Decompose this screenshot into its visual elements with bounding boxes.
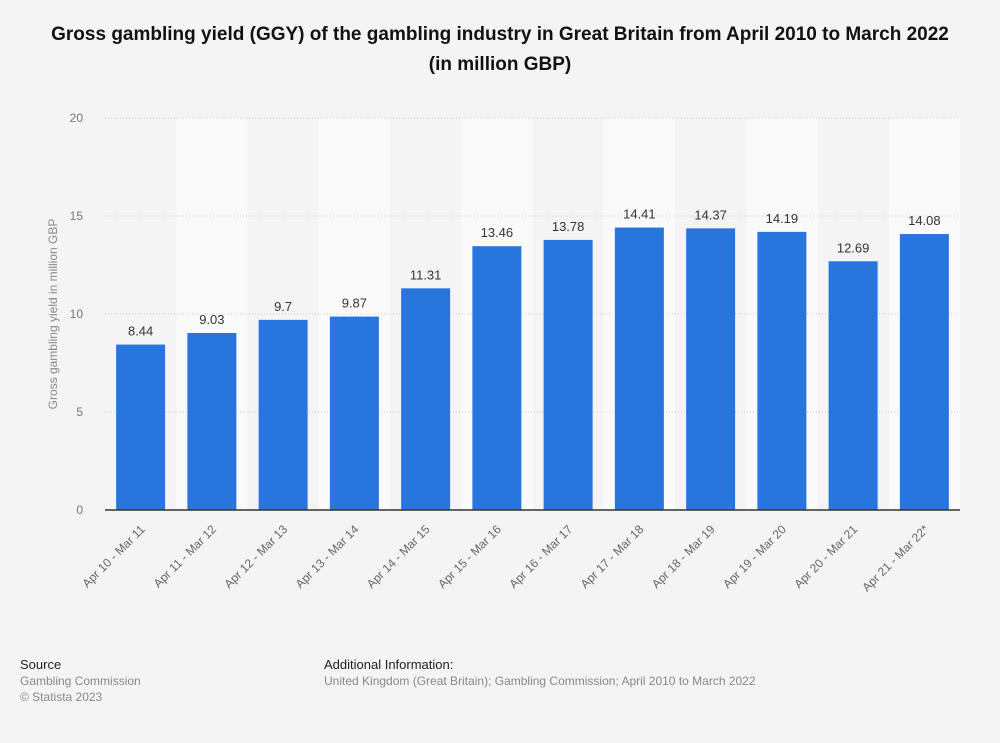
copyright: © Statista 2023: [20, 690, 103, 704]
y-tick-label: 20: [70, 111, 84, 125]
info-text: United Kingdom (Great Britain); Gambling…: [324, 674, 756, 688]
x-tick-label: Apr 19 - Mar 20: [720, 522, 789, 591]
source-block: Source Gambling Commission © Statista 20…: [20, 657, 141, 705]
bar[interactable]: [543, 239, 593, 511]
bar[interactable]: [116, 344, 166, 510]
x-tick-label: Apr 21 - Mar 22*: [859, 522, 931, 594]
y-tick-label: 5: [76, 405, 83, 419]
data-label: 12.69: [837, 240, 870, 255]
bar[interactable]: [686, 228, 736, 510]
bar[interactable]: [472, 246, 522, 510]
x-tick-label: Apr 12 - Mar 13: [221, 522, 290, 591]
additional-info-block: Additional Information: United Kingdom (…: [324, 657, 756, 689]
x-tick-label: Apr 13 - Mar 14: [293, 522, 362, 591]
bar[interactable]: [329, 316, 379, 510]
info-heading: Additional Information:: [324, 657, 454, 672]
data-label: 14.37: [694, 207, 727, 222]
data-label: 9.87: [342, 296, 367, 311]
source-heading: Source: [20, 657, 62, 672]
data-label: 9.7: [274, 299, 292, 314]
y-tick-label: 0: [76, 503, 83, 517]
bar[interactable]: [828, 261, 878, 510]
bar[interactable]: [614, 227, 664, 510]
y-axis-label: Gross gambling yield in million GBP: [46, 219, 60, 410]
data-label: 14.08: [908, 213, 941, 228]
x-tick-label: Apr 18 - Mar 19: [649, 522, 718, 591]
x-tick-label: Apr 14 - Mar 15: [364, 522, 433, 591]
bar[interactable]: [187, 333, 237, 510]
bar[interactable]: [899, 234, 949, 511]
x-tick-label: Apr 17 - Mar 18: [578, 522, 647, 591]
data-label: 8.44: [128, 324, 153, 339]
data-label: 13.46: [481, 225, 514, 240]
source-text[interactable]: Gambling Commission: [20, 674, 141, 688]
data-label: 14.41: [623, 207, 656, 222]
data-label: 14.19: [766, 211, 799, 226]
bar[interactable]: [401, 288, 451, 510]
x-tick-label: Apr 11 - Mar 12: [151, 522, 219, 590]
data-label: 13.78: [552, 219, 585, 234]
x-tick-label: Apr 15 - Mar 16: [435, 522, 504, 591]
bar[interactable]: [258, 319, 308, 510]
chart-title: Gross gambling yield (GGY) of the gambli…: [51, 24, 949, 75]
y-tick-label: 10: [70, 307, 84, 321]
y-tick-label: 15: [70, 209, 84, 223]
bar[interactable]: [757, 231, 807, 510]
x-tick-label: Apr 10 - Mar 11: [80, 522, 148, 590]
data-label: 11.31: [410, 267, 442, 282]
x-tick-label: Apr 20 - Mar 21: [791, 522, 860, 591]
data-label: 9.03: [199, 312, 224, 327]
x-tick-label: Apr 16 - Mar 17: [506, 522, 575, 591]
